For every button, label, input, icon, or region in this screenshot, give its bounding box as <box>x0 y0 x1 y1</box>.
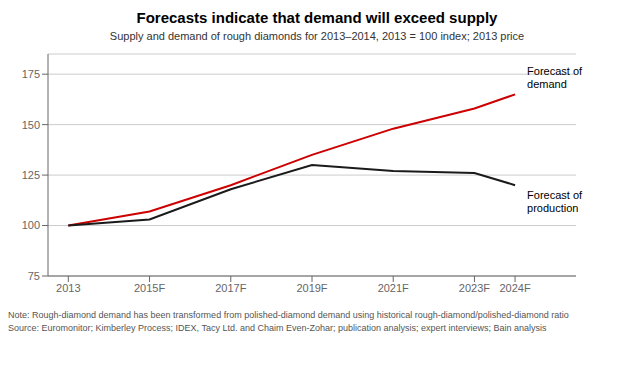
html-text:Note: Rough-diamond demand has: Note: Rough-diamond demand has been tran… <box>8 310 569 320</box>
svg-text:2015F: 2015F <box>134 282 165 294</box>
svg-text:Forecast ofdemand: Forecast ofdemand <box>527 65 583 90</box>
svg-text:75: 75 <box>28 270 40 282</box>
svg-text:125: 125 <box>22 169 40 181</box>
svg-text:2017F: 2017F <box>215 282 246 294</box>
svg-text:100: 100 <box>22 219 40 231</box>
svg-text:2024F: 2024F <box>499 282 530 294</box>
svg-text:2019F: 2019F <box>296 282 327 294</box>
html-text:Supply and demand of rough dia: Supply and demand of rough diamonds for … <box>109 30 525 42</box>
svg-text:2023F: 2023F <box>459 282 490 294</box>
svg-text:2013: 2013 <box>56 282 80 294</box>
html-text:Forecasts indicate that demand: Forecasts indicate that demand will exce… <box>136 9 498 26</box>
svg-text:Forecast ofproduction: Forecast ofproduction <box>527 189 583 214</box>
html-text:Source: Euromonitor; Kimberley: Source: Euromonitor; Kimberley Process; … <box>8 323 547 333</box>
svg-text:175: 175 <box>22 68 40 80</box>
svg-text:150: 150 <box>22 119 40 131</box>
svg-text:2021F: 2021F <box>378 282 409 294</box>
